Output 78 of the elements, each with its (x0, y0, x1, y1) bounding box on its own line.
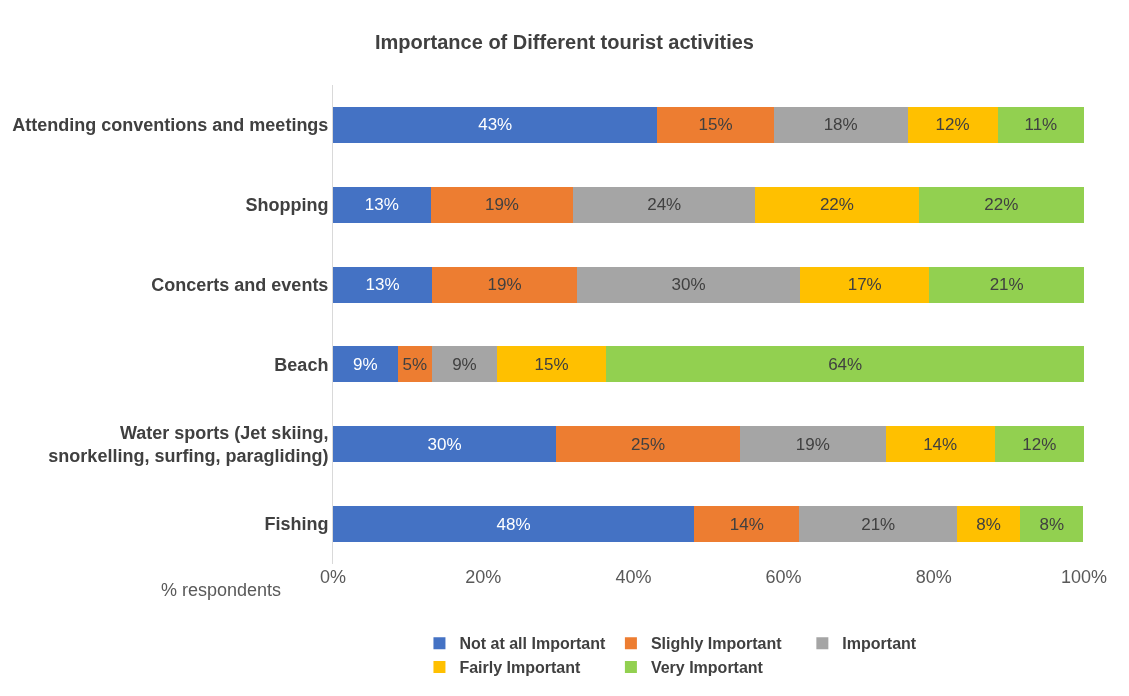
bar (918, 186, 1084, 223)
data-label: 9% (452, 354, 477, 374)
data-label: 19% (795, 434, 830, 454)
x-tick-label: 40% (615, 567, 652, 587)
bar (333, 506, 695, 543)
bar (694, 506, 800, 543)
y-tick-label: Attending conventions and meetings (12, 115, 329, 136)
bar (496, 346, 607, 383)
bar (573, 186, 756, 223)
legend-label: Not at all Important (459, 635, 606, 653)
legend-label: Slighly Important (650, 635, 783, 653)
bar (577, 266, 801, 303)
data-label: 22% (984, 195, 1019, 215)
bar (333, 106, 658, 143)
data-label: 25% (631, 434, 666, 454)
data-label: 19% (487, 275, 522, 295)
bar (929, 266, 1084, 303)
data-label: 24% (647, 195, 682, 215)
bar (740, 426, 886, 463)
x-tick-label: 100% (1060, 567, 1108, 587)
data-label: 19% (484, 195, 519, 215)
bar (333, 346, 398, 383)
x-tick-label: 60% (765, 567, 802, 587)
data-label: 21% (989, 275, 1024, 295)
bar (800, 266, 930, 303)
x-tick-label: 80% (915, 567, 952, 587)
bar (1020, 506, 1084, 543)
bar (432, 266, 578, 303)
y-tick-label: Beach (274, 354, 329, 375)
data-label: 5% (402, 354, 428, 374)
data-label: 18% (823, 115, 858, 135)
legend-label: Fairly Important (459, 659, 582, 677)
bar (657, 106, 774, 143)
bar (907, 106, 998, 143)
data-label: 43% (478, 115, 513, 135)
data-label: 14% (729, 514, 764, 534)
bar (333, 426, 557, 463)
bar (333, 186, 431, 223)
bar (333, 266, 433, 303)
data-label: 22% (819, 195, 854, 215)
bar (773, 106, 908, 143)
data-label: 21% (861, 514, 896, 534)
data-label: 9% (353, 354, 378, 374)
legend-label: Very Important (650, 659, 764, 677)
bar (606, 346, 1084, 383)
chart-title: Importance of Different tourist activities (375, 30, 754, 53)
data-label: 30% (427, 434, 462, 454)
y-tick-label: Concerts and events (151, 274, 329, 295)
data-label: 30% (671, 275, 706, 295)
data-label: 64% (828, 354, 863, 374)
data-label: 15% (698, 115, 733, 135)
x-tick-label: 0% (319, 567, 347, 587)
data-label: 12% (935, 115, 970, 135)
bar (430, 186, 574, 223)
data-label: 14% (923, 434, 958, 454)
data-label: 8% (1039, 514, 1064, 534)
bar (755, 186, 919, 223)
y-tick-label: Fishing (264, 514, 329, 535)
data-label: 48% (496, 514, 531, 534)
data-label: 17% (847, 275, 882, 295)
bar (799, 506, 958, 543)
bar (957, 506, 1021, 543)
bar (994, 426, 1084, 463)
y-tick-label: Shopping (245, 195, 329, 216)
bar (997, 106, 1084, 143)
x-axis-title: % respondents (161, 580, 282, 600)
x-tick-label: 20% (465, 567, 502, 587)
y-tick-label: Water sports (Jet skiing, snorkelling, surfing, paragliding) (48, 422, 329, 467)
bar (885, 426, 995, 463)
data-label: 13% (364, 195, 399, 215)
data-label: 12% (1022, 434, 1057, 454)
data-label: 8% (976, 514, 1001, 534)
data-label: 11% (1024, 115, 1058, 135)
legend-label: Important (842, 635, 917, 653)
data-label: 13% (365, 275, 400, 295)
bar (432, 346, 497, 383)
data-label: 15% (534, 354, 569, 374)
bar (556, 426, 741, 463)
